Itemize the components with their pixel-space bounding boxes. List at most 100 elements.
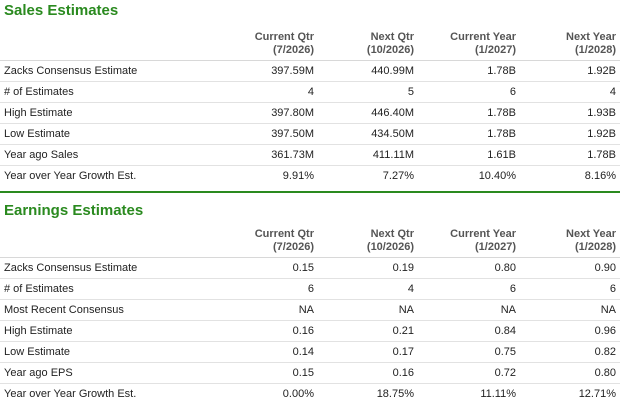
table-cell: 411.11M: [318, 144, 418, 166]
table-row: High Estimate 0.16 0.21 0.84 0.96: [0, 320, 620, 342]
table-header-row: Current Qtr (7/2026) Next Qtr (10/2026) Cu…: [0, 26, 620, 61]
table-row: High Estimate 397.80M 446.40M 1.78B 1.93…: [0, 102, 620, 124]
sales-estimates-title: Sales Estimates: [4, 2, 119, 19]
column-header: Next Year (1/2028): [520, 26, 620, 61]
table-cell: 0.84: [418, 320, 520, 342]
table-cell: 5: [318, 81, 418, 103]
row-label: Year ago Sales: [0, 144, 218, 166]
column-header: Next Qtr (10/2026): [318, 223, 418, 258]
column-header-period: (1/2028): [575, 241, 616, 253]
row-label: Year ago EPS: [0, 362, 218, 384]
table-row: Year ago EPS 0.15 0.16 0.72 0.80: [0, 362, 620, 384]
table-cell: 361.73M: [218, 144, 318, 166]
table-cell: 1.78B: [418, 60, 520, 82]
earnings-estimates-title: Earnings Estimates: [4, 201, 144, 219]
table-cell: 4: [318, 278, 418, 300]
table-cell: NA: [318, 299, 418, 321]
row-label: Year over Year Growth Est.: [4, 388, 137, 400]
column-header-name: Current Qtr: [254, 30, 314, 43]
table-cell: 6: [418, 278, 520, 300]
column-header-period: (7/2026): [273, 43, 314, 56]
table-cell: 0.21: [318, 320, 418, 342]
table-cell: 18.75%: [376, 388, 414, 400]
column-header-name: Next Qtr: [370, 30, 414, 43]
table-cell: 8.16%: [584, 169, 616, 182]
table-cell: 0.72: [418, 362, 520, 384]
table-cell: 4: [520, 81, 620, 103]
table-cell: 0.16: [318, 362, 418, 384]
column-header: Next Year (1/2028): [520, 223, 620, 258]
table-cell: 0.96: [520, 320, 620, 342]
table-cell: 0.80: [418, 257, 520, 279]
table-cell: NA: [218, 299, 318, 321]
row-label: Low Estimate: [0, 341, 218, 363]
table-cell: 0.16: [218, 320, 318, 342]
table-cell: 0.15: [218, 257, 318, 279]
column-header-name: Next Year: [566, 30, 616, 43]
column-header-name: Current Qtr: [254, 228, 314, 240]
row-label: High Estimate: [0, 102, 218, 124]
table-row: # of Estimates 6 4 6 6: [0, 278, 620, 300]
table-cell: 4: [218, 81, 318, 103]
column-header: Current Year (1/2027): [418, 223, 520, 258]
table-cell: 397.59M: [218, 60, 318, 82]
table-row: # of Estimates 4 5 6 4: [0, 81, 620, 103]
column-header: Current Qtr (7/2026): [218, 223, 318, 258]
table-cell: 1.92B: [520, 60, 620, 82]
row-label: Year over Year Growth Est.: [4, 169, 137, 182]
row-label: High Estimate: [0, 320, 218, 342]
table-cell: 1.61B: [418, 144, 520, 166]
header-label-cell: [0, 223, 218, 258]
column-header-name: Current Year: [450, 228, 516, 240]
table-row: Year over Year Growth Est. 0.00% 18.75% …: [0, 384, 620, 405]
earnings-estimates-section: Earnings Estimates Current Qtr (7/2026) N…: [0, 193, 620, 405]
table-cell: 0.82: [520, 341, 620, 363]
row-label: # of Estimates: [0, 81, 218, 103]
table-cell: 10.40%: [478, 169, 516, 182]
table-cell: 446.40M: [318, 102, 418, 124]
column-header: Next Qtr (10/2026): [318, 26, 418, 61]
table-cell: 1.93B: [520, 102, 620, 124]
table-cell: 1.78B: [418, 102, 520, 124]
table-row: Zacks Consensus Estimate 397.59M 440.99M…: [0, 60, 620, 82]
column-header-period: (10/2026): [366, 43, 414, 56]
column-header: Current Year (1/2027): [418, 26, 520, 61]
table-cell: 0.19: [318, 257, 418, 279]
table-cell: 440.99M: [318, 60, 418, 82]
table-cell: 434.50M: [318, 123, 418, 145]
row-label: Low Estimate: [0, 123, 218, 145]
column-header-period: (7/2026): [273, 241, 314, 253]
table-row: Zacks Consensus Estimate 0.15 0.19 0.80 …: [0, 257, 620, 279]
column-header-period: (1/2027): [475, 43, 516, 56]
sales-estimates-table: Current Qtr (7/2026) Next Qtr (10/2026) Cu…: [0, 26, 620, 186]
table-cell: NA: [520, 299, 620, 321]
table-row: Low Estimate 0.14 0.17 0.75 0.82: [0, 341, 620, 363]
table-cell: 6: [418, 81, 520, 103]
table-cell: 0.80: [520, 362, 620, 384]
table-cell: 397.80M: [218, 102, 318, 124]
row-label: Zacks Consensus Estimate: [0, 60, 218, 82]
table-cell: 12.71%: [578, 388, 616, 400]
table-cell: 1.78B: [520, 144, 620, 166]
column-header-period: (1/2027): [475, 241, 516, 253]
sales-estimates-section: Sales Estimates Current Qtr (7/2026) Next…: [0, 0, 620, 186]
table-cell: 1.78B: [418, 123, 520, 145]
table-cell: NA: [418, 299, 520, 321]
earnings-estimates-table: Current Qtr (7/2026) Next Qtr (10/2026) Cu…: [0, 223, 620, 405]
table-row: Low Estimate 397.50M 434.50M 1.78B 1.92B: [0, 123, 620, 145]
table-cell: 9.91%: [282, 169, 314, 182]
table-row: Most Recent Consensus NA NA NA NA: [0, 299, 620, 321]
table-cell: 6: [218, 278, 318, 300]
table-cell: 0.17: [318, 341, 418, 363]
table-cell: 0.90: [520, 257, 620, 279]
table-cell: 397.50M: [218, 123, 318, 145]
row-label: # of Estimates: [0, 278, 218, 300]
column-header-name: Next Year: [566, 228, 616, 240]
table-header-row: Current Qtr (7/2026) Next Qtr (10/2026) Cu…: [0, 223, 620, 258]
table-cell: 7.27%: [382, 169, 414, 182]
table-cell: 0.00%: [282, 388, 314, 400]
table-cell: 11.11%: [480, 388, 516, 400]
table-row: Year ago Sales 361.73M 411.11M 1.61B 1.7…: [0, 144, 620, 166]
table-cell: 0.14: [218, 341, 318, 363]
column-header: Current Qtr (7/2026): [218, 26, 318, 61]
